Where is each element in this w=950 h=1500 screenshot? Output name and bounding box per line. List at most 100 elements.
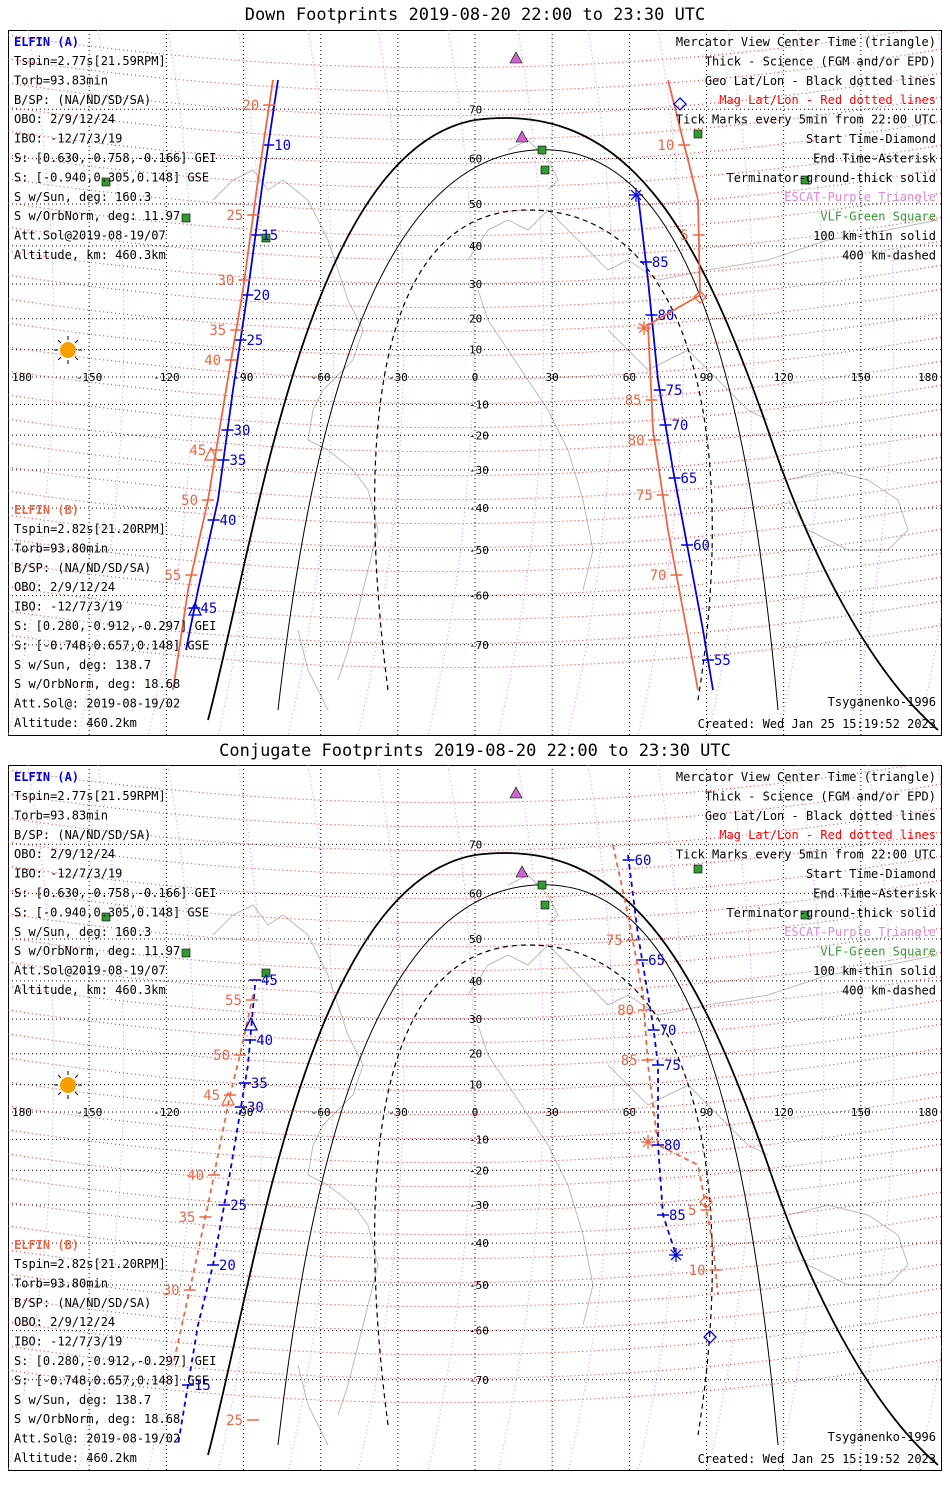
mag-parallel (8, 1167, 942, 1212)
lon-tick-label: -30 (388, 371, 408, 384)
track-tick-label: 85 (669, 1208, 686, 1224)
elfin-a-info-line: B/SP: (NA/ND/SD/SA) (14, 828, 151, 842)
coastline-1 (307, 1174, 379, 1416)
mag-parallel (8, 1359, 942, 1404)
elfin-b-title: ELFIN (B) (14, 1238, 79, 1252)
vlf-square-icon (540, 165, 550, 175)
end-asterisk-icon (641, 1135, 655, 1149)
vlf-square-icon (101, 912, 111, 922)
mag-parallel (8, 528, 942, 573)
mag-parallel (8, 1071, 942, 1116)
elfin-a-info-line: Altitude, km: 460.3km (14, 248, 166, 262)
track-tick-label: 70 (660, 1023, 677, 1039)
coastline-5 (787, 469, 909, 551)
coastline-6 (507, 874, 559, 926)
sun-ray (57, 339, 62, 344)
legend-entry: Geo Lat/Lon - Black dotted lines (705, 809, 936, 823)
elfin-b-info-line: S: [0.280,-0.912,-0.297] GEI (14, 619, 216, 633)
track-line (612, 844, 719, 1296)
vlf-square-icon (101, 177, 111, 187)
mag-parallel (8, 927, 942, 972)
legend-entry: End Time-Asterisk (813, 886, 937, 900)
terminator-curves (207, 117, 939, 731)
elfin-a-info-line: Att.Sol@2019-08-19/07 (14, 964, 166, 978)
mag-meridian (217, 30, 265, 736)
end-asterisk-icon (629, 188, 643, 202)
lon-tick-label: 60 (623, 371, 636, 384)
lat-tick-label: 60 (469, 887, 482, 900)
lon-tick-label: -120 (153, 1106, 180, 1119)
elfin-a-info-line: OBO: 2/9/12/24 (14, 847, 115, 861)
sun-icon (54, 336, 82, 364)
lon-tick-label: 180 (918, 371, 938, 384)
terminator-100km (277, 149, 779, 711)
legend-entry: VLF-Green Square (820, 210, 936, 224)
lat-tick-label: 10 (469, 1079, 482, 1092)
sun-disc (60, 1077, 76, 1093)
vlf-square-icon (800, 175, 810, 185)
lat-tick-label: 20 (469, 313, 482, 326)
elfin-a-info-line: S w/Sun, deg: 160.3 (14, 190, 151, 204)
vlf-square-icon (537, 880, 547, 890)
escat-markers (509, 51, 529, 143)
track-tick-label: 45 (261, 973, 278, 989)
track-line (172, 79, 274, 691)
coastline-7 (297, 629, 329, 711)
terminator-ground (207, 117, 939, 731)
elfin-a-track-a1: 45 40 35 30 25 20 15 (177, 973, 278, 1446)
mag-parallel (8, 783, 942, 828)
lon-tick-label: 0 (472, 371, 479, 384)
lon-tick-label: -60 (311, 371, 331, 384)
mag-parallel (8, 624, 942, 669)
sun-ray (74, 339, 79, 344)
vlf-markers (101, 864, 810, 978)
coastline-3 (477, 1024, 594, 1326)
elfin-b-info-line: OBO: 2/9/12/24 (14, 1315, 115, 1329)
mag-parallel (8, 600, 942, 645)
track-tick-label: 40 (256, 1033, 273, 1049)
mag-meridian (777, 765, 825, 1471)
mag-parallel (8, 903, 942, 948)
legend: Mercator View Center Time (triangle) Thic… (676, 770, 937, 997)
coastline-7 (297, 1364, 329, 1446)
track-tick-label: 55 (714, 653, 731, 669)
mag-meridian (497, 30, 545, 736)
track-tick-label: 55 (225, 993, 242, 1009)
model-name: Tsyganenko-1996 (828, 695, 936, 709)
legend-entry: Start Time-Diamond (806, 132, 936, 146)
mag-parallel (8, 855, 942, 900)
elfin-a-info-line: S: [-0.940,0.305,0.148] GSE (14, 170, 209, 184)
geo-grid (8, 30, 942, 736)
track-line (172, 994, 254, 1366)
elfin-b-info-line: IBO: -12/7/3/19 (14, 600, 122, 614)
footprint-map-down: 180 -150 -120 -90 -60 -30 0 30 60 90 120 150 180 70 60… (8, 30, 942, 736)
elfin-a-info-line: B/SP: (NA/ND/SD/SA) (14, 93, 151, 107)
mag-meridian (637, 765, 685, 1471)
track-tick-label: 10 (689, 1263, 706, 1279)
vlf-square-icon (800, 910, 810, 920)
mag-meridian (917, 765, 942, 1471)
mag-parallel (8, 480, 942, 525)
mag-meridian (8, 30, 55, 736)
start-diamond-icon (673, 97, 687, 111)
elfin-a-info-line: Altitude, km: 460.3km (14, 983, 166, 997)
sun-ray (57, 1091, 62, 1096)
track-tick-label: 25 (247, 333, 264, 349)
lon-tick-label: 120 (774, 1106, 794, 1119)
track-tick-label: 50 (181, 493, 198, 509)
mag-parallel (8, 576, 942, 621)
created-timestamp: Created: Wed Jan 25 15:19:52 2023 (698, 717, 936, 731)
legend-entry: ESCAT-Purple Triangle (784, 925, 936, 939)
legend-entry: Terminator-ground-thick solid (726, 906, 936, 920)
mag-grid (8, 765, 942, 1404)
elfin-a-title: ELFIN (A) (14, 35, 79, 49)
elfin-a-info-line: Tspin=2.77s[21.59RPM] (14, 789, 166, 803)
lon-tick-label: 30 (546, 1106, 559, 1119)
vlf-square-icon (181, 213, 191, 223)
sun-icon (54, 1071, 82, 1099)
track-tick-label: 80 (617, 1003, 634, 1019)
lat-tick-label: 50 (469, 198, 482, 211)
legend-entry: 400 km-dashed (842, 983, 936, 997)
mag-grid (8, 30, 942, 669)
lat-tick-label: -60 (469, 590, 489, 603)
